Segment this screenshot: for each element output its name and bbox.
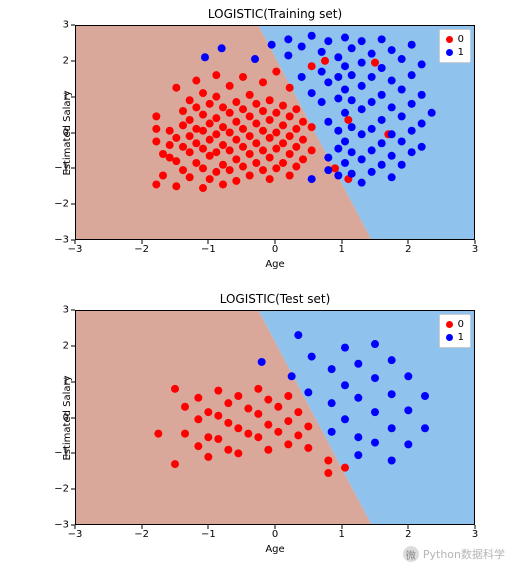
axes-frame bbox=[75, 25, 475, 240]
figure: LOGISTIC(Training set) Age Estimated Sal… bbox=[0, 0, 513, 568]
legend-label-1: 1 bbox=[458, 331, 464, 344]
legend-train: 0 1 bbox=[439, 29, 471, 63]
subplot-test: LOGISTIC(Test set) Age Estimated Salary … bbox=[75, 310, 475, 525]
legend-test: 0 1 bbox=[439, 314, 471, 348]
legend-dot-0 bbox=[446, 321, 453, 328]
chart-title-test: LOGISTIC(Test set) bbox=[75, 292, 475, 306]
legend-label-0: 0 bbox=[458, 33, 464, 46]
legend-entry-1: 1 bbox=[446, 331, 464, 344]
legend-entry-1: 1 bbox=[446, 46, 464, 59]
subplot-train: LOGISTIC(Training set) Age Estimated Sal… bbox=[75, 25, 475, 240]
legend-entry-0: 0 bbox=[446, 318, 464, 331]
legend-dot-0 bbox=[446, 36, 453, 43]
legend-entry-0: 0 bbox=[446, 33, 464, 46]
watermark: 微 Python数据科学 bbox=[403, 546, 505, 562]
watermark-text: Python数据科学 bbox=[423, 546, 505, 562]
legend-dot-1 bbox=[446, 334, 453, 341]
legend-label-1: 1 bbox=[458, 46, 464, 59]
axes-frame bbox=[75, 310, 475, 525]
watermark-icon: 微 bbox=[403, 546, 419, 562]
legend-dot-1 bbox=[446, 49, 453, 56]
x-axis-label-train: Age bbox=[75, 259, 475, 270]
legend-label-0: 0 bbox=[458, 318, 464, 331]
chart-title-train: LOGISTIC(Training set) bbox=[75, 7, 475, 21]
